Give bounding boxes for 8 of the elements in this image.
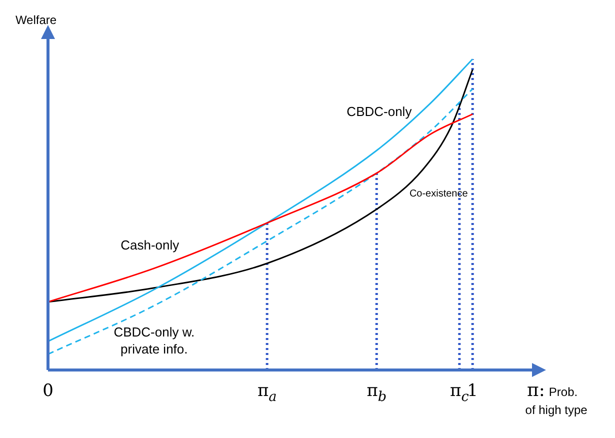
y-axis-title: Welfare	[15, 13, 57, 27]
series-label: CBDC-only w. private info.	[114, 324, 195, 357]
x-tick-label: 0	[42, 381, 54, 401]
series-label: Co-existence	[409, 188, 468, 200]
series-label: Cash-only	[120, 237, 180, 252]
x-axis-title: π: Prob. of high type	[525, 380, 588, 417]
x-tick-label: 1	[467, 381, 478, 401]
series-label: CBDC-only	[346, 104, 412, 119]
